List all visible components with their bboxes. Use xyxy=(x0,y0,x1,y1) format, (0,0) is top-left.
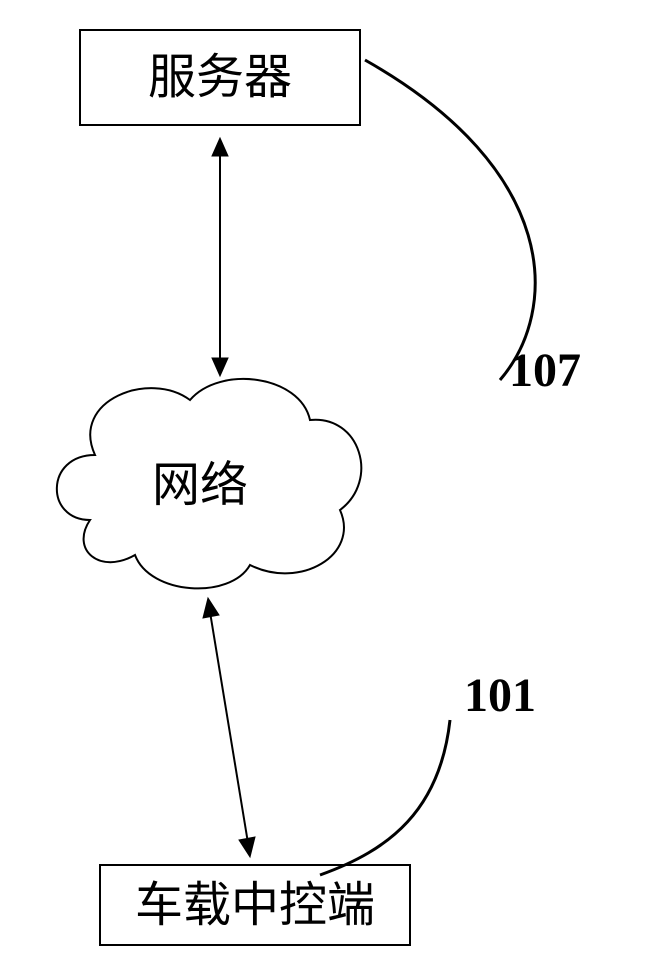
network-node: 网络 xyxy=(57,379,361,588)
arrowhead-down-2 xyxy=(239,837,255,857)
terminal-node: 车载中控端 xyxy=(100,865,410,945)
server-node: 服务器 xyxy=(80,30,360,125)
server-label: 服务器 xyxy=(148,51,292,104)
edge-network-terminal xyxy=(203,598,255,857)
callout-107-curve xyxy=(365,60,535,380)
terminal-label: 车载中控端 xyxy=(135,879,375,932)
callout-101-curve xyxy=(320,720,450,875)
callout-107-label: 107 xyxy=(509,344,581,397)
callout-101: 101 xyxy=(320,669,536,875)
network-label: 网络 xyxy=(152,459,248,512)
arrowhead-down xyxy=(212,358,228,376)
callout-101-label: 101 xyxy=(464,669,536,722)
arrowhead-up xyxy=(212,138,228,156)
diagram-canvas: 服务器 网络 车载中控端 107 101 xyxy=(0,0,655,965)
callout-107: 107 xyxy=(365,60,581,397)
arrowhead-up-2 xyxy=(203,598,219,618)
edge-server-network xyxy=(212,138,228,376)
